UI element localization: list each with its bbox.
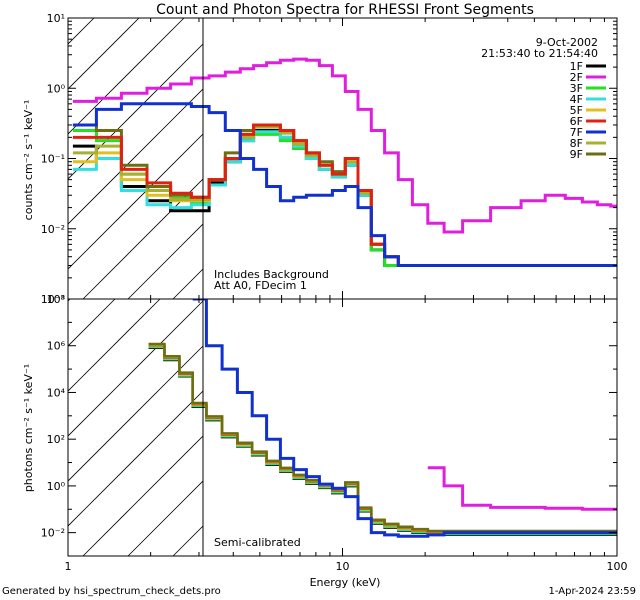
- top-y-tick-label: 10¹: [47, 12, 65, 25]
- top-panel-ylabel: counts cm⁻² s⁻¹ keV⁻¹: [22, 100, 35, 221]
- photon-series-2F: [427, 466, 617, 511]
- legend-label-5F: 5F: [570, 104, 583, 117]
- hatch-line: [68, 18, 185, 135]
- x-axis-label: Energy (keV): [310, 576, 381, 589]
- hatch-line: [68, 299, 71, 302]
- axis-ticks: 1 10 100 10⁻³ 10⁻² 10⁻¹ 10⁰ 10¹ 10⁻² 10⁰ 10² 10⁴ 10⁶…: [41, 12, 628, 573]
- semi-calibrated-annotation: Semi-calibrated: [214, 536, 301, 549]
- x-tick-label: 1: [65, 560, 72, 573]
- bottom-panel-ylabel: photons cm⁻² s⁻¹ keV⁻¹: [22, 364, 35, 492]
- top-y-tick-label: 10⁻²: [41, 223, 65, 236]
- x-tick-label: 100: [607, 560, 628, 573]
- run-date-label: 1-Apr-2024 23:59: [549, 586, 636, 597]
- bottom-y-tick-label: 10⁸: [47, 293, 66, 306]
- legend-label-1F: 1F: [570, 60, 583, 73]
- x-tick-label: 10: [336, 560, 350, 573]
- hatch-line: [68, 299, 161, 392]
- top-y-tick-label: 10⁰: [47, 82, 66, 95]
- hatched-region-bottom: [68, 299, 617, 556]
- background-annotation: Includes Background: [214, 268, 329, 281]
- photon-spectra-series: [148, 299, 617, 538]
- legend-label-6F: 6F: [570, 115, 583, 128]
- date-label: 9-Oct-2002: [536, 36, 598, 49]
- bottom-y-tick-label: 10⁶: [47, 340, 66, 353]
- hatched-region-top: [68, 18, 617, 299]
- count-series-2F: [72, 57, 617, 234]
- legend-label-9F: 9F: [570, 148, 583, 161]
- bottom-y-tick-label: 10⁻²: [41, 527, 65, 540]
- bottom-y-tick-label: 10⁰: [47, 480, 66, 493]
- legend-label-8F: 8F: [570, 137, 583, 150]
- attenuator-annotation: Att A0, FDecim 1: [214, 279, 307, 292]
- hatch-mask: [203, 299, 617, 556]
- photon-series-7F: [192, 299, 617, 538]
- bottom-y-tick-label: 10⁴: [47, 386, 66, 399]
- count-series-7F: [72, 102, 617, 267]
- count-spectra-series: [72, 57, 617, 267]
- top-y-tick-label: 10⁻¹: [41, 153, 65, 166]
- hatch-line: [68, 299, 206, 437]
- time-range-label: 21:53:40 to 21:54:40: [481, 47, 598, 60]
- top-y-tick-label: 10⁻³: [41, 293, 65, 306]
- legend-label-7F: 7F: [570, 126, 583, 139]
- bottom-y-tick-label: 10²: [47, 433, 65, 446]
- legend-label-3F: 3F: [570, 82, 583, 95]
- hatch-mask: [203, 18, 617, 299]
- hatch-line: [68, 299, 116, 347]
- hatch-line: [68, 18, 230, 180]
- generated-by-label: Generated by hsi_spectrum_check_dets.pro: [2, 586, 221, 597]
- hatch-line: [68, 18, 140, 90]
- legend-label-4F: 4F: [570, 93, 583, 106]
- chart-title: Count and Photon Spectra for RHESSI Fron…: [156, 2, 534, 18]
- legend-label-2F: 2F: [570, 71, 583, 84]
